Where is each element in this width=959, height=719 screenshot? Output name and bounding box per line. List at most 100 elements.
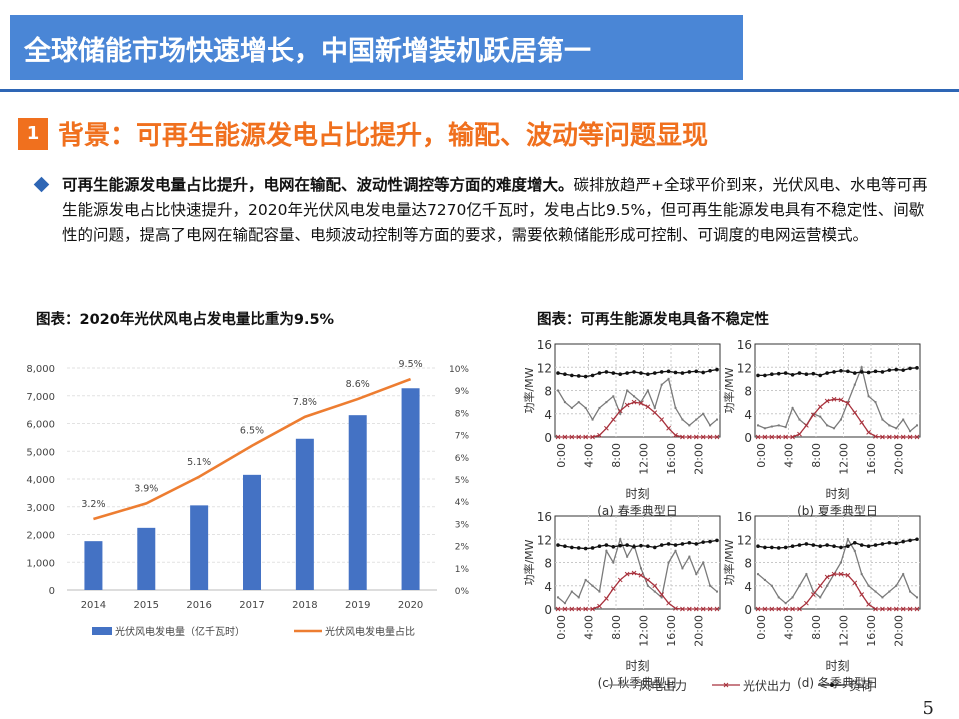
load-point	[894, 541, 899, 546]
page-number: 5	[922, 698, 934, 719]
y-left-tick-label: 1,000	[26, 558, 55, 569]
load-point	[583, 374, 588, 379]
bullet-bold-text: 可再生能源发电量占比提升，电网在输配、波动性调控等方面的难度增大。	[62, 176, 574, 194]
wind-point	[695, 418, 698, 421]
load-point	[915, 366, 919, 370]
wind-point	[584, 406, 587, 409]
pv-point	[797, 431, 802, 437]
load-point	[825, 543, 829, 547]
load-point	[901, 539, 905, 544]
y-tick-label: 12	[737, 533, 752, 547]
pv-point	[790, 606, 795, 612]
y-axis-label: 功率/MW	[722, 539, 736, 585]
y-right-tick-label: 3%	[455, 520, 470, 530]
wind-point	[570, 590, 573, 593]
wind-point	[557, 596, 559, 599]
pv-point	[617, 408, 623, 414]
y-right-tick-label: 6%	[455, 454, 470, 464]
load-line	[758, 367, 918, 377]
x-tick-label: 16:00	[865, 615, 878, 647]
load-point	[763, 373, 767, 378]
load-point	[839, 368, 843, 373]
x-tick-label: 8:00	[610, 443, 623, 468]
data-label: 9.5%	[399, 359, 423, 370]
pv-point	[590, 606, 595, 612]
load-point	[873, 369, 878, 374]
load-point	[708, 368, 712, 373]
combo-bar-line-chart: 0 1,000 2,000 3,000 4,000 5,000 6,000 7,000 8,00…	[26, 359, 470, 638]
load-point	[797, 543, 802, 547]
wind-point	[895, 427, 898, 430]
wind-point	[584, 578, 587, 581]
left-chart-caption: 图表：2020年光伏风电占发电量比重为9.5%	[36, 312, 335, 328]
wind-point	[619, 538, 622, 541]
pv-point	[693, 606, 699, 612]
legend-line-label: 光伏风电发电量占比	[325, 625, 415, 638]
x-tick-label: 16:00	[865, 443, 878, 475]
data-label: 7.8%	[293, 397, 317, 408]
load-point	[701, 540, 705, 544]
load-point	[673, 543, 678, 547]
y-tick-label: 12	[737, 361, 752, 375]
load-point	[804, 372, 809, 377]
pv-point	[914, 606, 920, 612]
pv-point	[597, 603, 602, 609]
pv-point	[714, 606, 720, 612]
pv-point	[817, 583, 823, 589]
x-axis-label: 时刻	[825, 659, 849, 673]
pv-line	[758, 398, 917, 438]
pv-point	[831, 396, 837, 402]
wind-point	[639, 567, 642, 570]
y-tick-label: 4	[744, 580, 752, 594]
wind-point	[716, 418, 718, 421]
load-line	[557, 539, 718, 550]
pv-point	[845, 400, 851, 406]
load-point	[570, 545, 574, 550]
pv-point	[769, 606, 775, 612]
load-point	[818, 373, 823, 378]
y-left-tick-label: 5,000	[26, 447, 55, 458]
pv-point	[838, 571, 844, 577]
y-tick-label: 4	[544, 408, 552, 422]
wind-point	[805, 573, 808, 576]
y-tick-label: 4	[544, 580, 552, 594]
x-tick-label: 2015	[134, 600, 159, 611]
wind-point	[688, 555, 691, 558]
wind-point	[570, 406, 573, 409]
pv-point	[810, 592, 816, 597]
y-axis-label: 功率/MW	[722, 367, 736, 413]
load-point	[583, 546, 588, 551]
wind-point	[591, 418, 594, 421]
pv-point	[783, 606, 789, 612]
wind-point	[709, 584, 712, 587]
pv-point	[817, 404, 823, 410]
pv-point	[638, 572, 644, 578]
load-point	[597, 371, 602, 375]
wind-point	[881, 418, 884, 421]
load-point	[887, 368, 892, 372]
x-tick-label: 2019	[345, 600, 370, 611]
pv-point	[555, 434, 561, 440]
wind-point	[605, 401, 608, 404]
pv-point	[776, 606, 782, 612]
wind-point	[646, 584, 649, 587]
bar	[401, 388, 420, 590]
load-point	[756, 373, 760, 378]
x-tick-label: 20:00	[893, 615, 906, 647]
wind-point	[591, 584, 594, 587]
wind-point	[770, 425, 773, 428]
pv-point	[645, 577, 651, 583]
pv-point	[824, 398, 830, 404]
pv-point	[700, 606, 706, 612]
y-tick-label: 4	[744, 408, 752, 422]
pv-point	[583, 434, 589, 440]
x-tick-label: 16:00	[665, 615, 678, 647]
load-point	[873, 543, 878, 547]
wind-point	[874, 590, 877, 593]
load-point	[632, 545, 636, 549]
legend-label: 风电出力	[639, 679, 687, 693]
load-point	[839, 545, 843, 550]
load-point	[570, 373, 574, 378]
wind-point	[867, 395, 870, 398]
load-point	[770, 545, 774, 550]
